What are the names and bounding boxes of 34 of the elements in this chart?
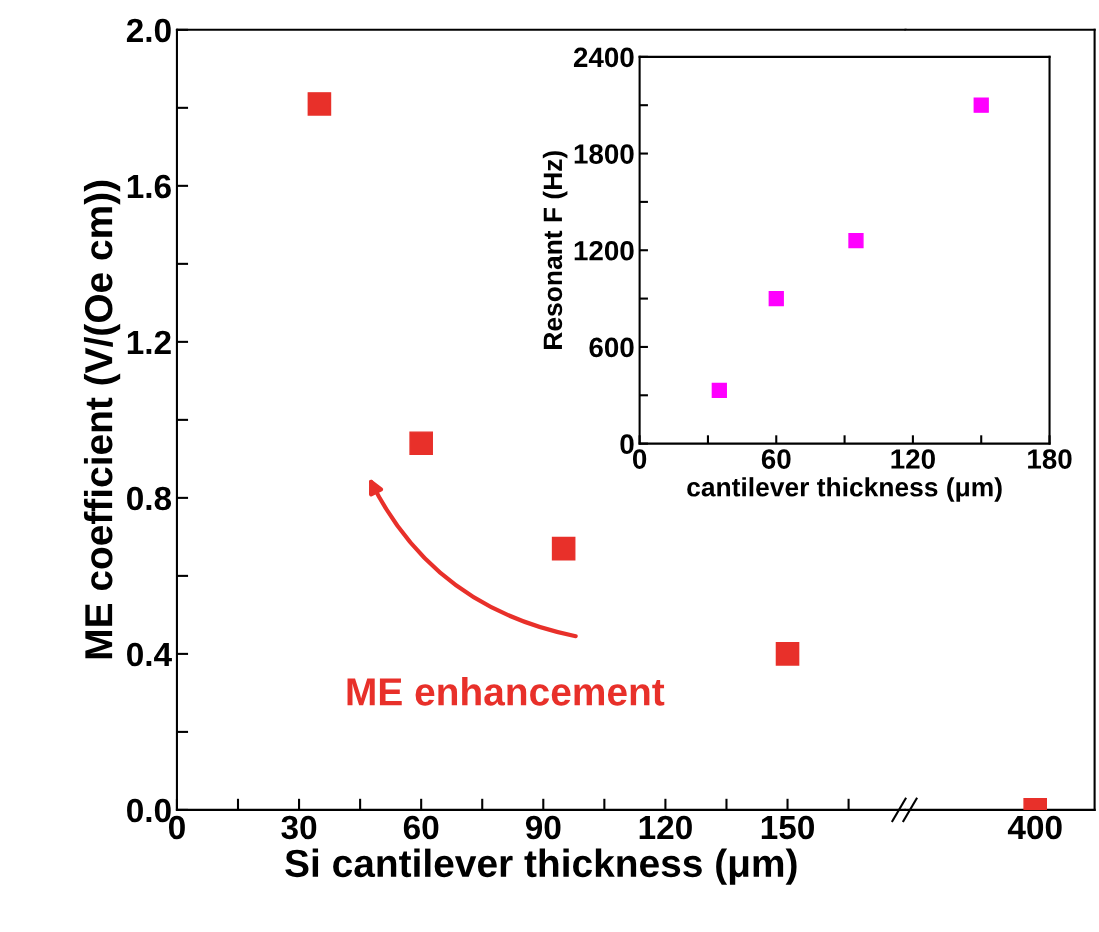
y-tick-label: 1.6	[127, 174, 171, 199]
x-tick-label: 30	[281, 815, 317, 840]
point	[775, 642, 800, 666]
point	[551, 536, 576, 561]
point	[973, 97, 989, 113]
point	[848, 232, 864, 249]
point	[307, 92, 332, 116]
x-tick-label: 60	[403, 815, 439, 840]
y-axis-title: ME coefficient (V/(Oe cm))	[83, 180, 121, 659]
x-axis-title: cantilever thickness (μm)	[687, 477, 1002, 502]
x-tick-label: 0	[632, 449, 647, 469]
y-axis-title: Resonant F (Hz)	[542, 151, 568, 349]
y-tick-label: 1.2	[127, 330, 171, 354]
y-tick-label: 600	[589, 337, 634, 358]
y-tick-label: 1800	[574, 144, 634, 164]
y-tick-label: 0	[620, 434, 634, 454]
x-tick-label: 120	[891, 449, 935, 469]
x-tick-label: 400	[1007, 815, 1062, 840]
x-tick-label: 60	[761, 449, 791, 469]
y-tick-label: 0.8	[127, 486, 172, 511]
x-tick-label: 180	[1028, 449, 1072, 469]
y-tick-label: 0.0	[127, 798, 171, 823]
point	[768, 290, 784, 307]
y-tick-label: 1200	[574, 240, 634, 261]
x-tick-label: 150	[761, 815, 814, 840]
y-tick-label: 0.4	[127, 642, 172, 667]
x-tick-label: 120	[639, 815, 692, 840]
annotation: ME enhancement	[347, 677, 665, 706]
x-tick-label: 90	[525, 815, 561, 840]
y-tick-label: 2.0	[126, 18, 171, 43]
y-tick-label: 2400	[573, 47, 634, 68]
point	[409, 431, 433, 456]
x-axis-title: Si cantilever thickness (μm)	[285, 848, 797, 885]
point	[711, 382, 727, 399]
